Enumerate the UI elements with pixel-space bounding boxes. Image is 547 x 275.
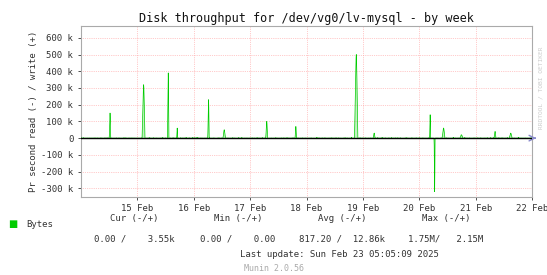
Text: 1.75M/   2.15M: 1.75M/ 2.15M xyxy=(408,235,484,244)
Text: Bytes: Bytes xyxy=(26,220,53,229)
Text: Munin 2.0.56: Munin 2.0.56 xyxy=(243,264,304,273)
Text: 0.00 /    0.00: 0.00 / 0.00 xyxy=(200,235,276,244)
Text: 817.20 /  12.86k: 817.20 / 12.86k xyxy=(299,235,385,244)
Text: RRDTOOL / TOBI OETIKER: RRDTOOL / TOBI OETIKER xyxy=(538,47,543,129)
Text: Avg (-/+): Avg (-/+) xyxy=(318,214,366,223)
Text: Last update: Sun Feb 23 05:05:09 2025: Last update: Sun Feb 23 05:05:09 2025 xyxy=(240,250,439,259)
Text: ■: ■ xyxy=(8,219,18,229)
Text: Min (-/+): Min (-/+) xyxy=(214,214,262,223)
Text: 0.00 /    3.55k: 0.00 / 3.55k xyxy=(94,235,174,244)
Title: Disk throughput for /dev/vg0/lv-mysql - by week: Disk throughput for /dev/vg0/lv-mysql - … xyxy=(139,12,474,25)
Text: Max (-/+): Max (-/+) xyxy=(422,214,470,223)
Y-axis label: Pr second read (-) / write (+): Pr second read (-) / write (+) xyxy=(30,31,38,192)
Text: Cur (-/+): Cur (-/+) xyxy=(110,214,158,223)
